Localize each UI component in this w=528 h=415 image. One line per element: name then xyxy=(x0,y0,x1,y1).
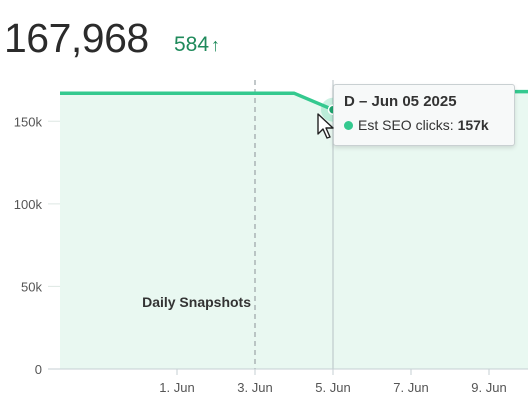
metric-delta-value: 584 xyxy=(174,33,210,56)
tooltip-title: D – Jun 05 2025 xyxy=(344,93,457,110)
chart-tooltip: D – Jun 05 2025 Est SEO clicks: 157k xyxy=(333,84,515,146)
tooltip-row: Est SEO clicks: 157k xyxy=(344,117,489,133)
tooltip-value: 157k xyxy=(457,117,489,133)
x-tick-label: 3. Jun xyxy=(237,380,272,395)
x-tick-label: 1. Jun xyxy=(159,380,194,395)
x-tick-label: 7. Jun xyxy=(393,380,428,395)
tooltip-series-label: Est SEO clicks: xyxy=(358,117,454,133)
mouse-pointer-icon xyxy=(317,113,334,139)
metric-delta: 584 ↑ xyxy=(174,33,220,57)
area-fill xyxy=(60,91,528,369)
y-tick-label: 0 xyxy=(35,362,42,377)
x-tick-label: 5. Jun xyxy=(315,380,350,395)
annotation-label: Daily Snapshots xyxy=(142,294,251,310)
series-dot-icon xyxy=(344,121,353,130)
y-tick-label: 100k xyxy=(14,197,43,212)
y-tick-label: 50k xyxy=(21,279,42,294)
total-metric-value: 167,968 xyxy=(4,15,149,61)
y-tick-label: 150k xyxy=(14,114,43,129)
x-tick-label: 9. Jun xyxy=(471,380,506,395)
arrow-up-icon: ↑ xyxy=(211,35,221,55)
